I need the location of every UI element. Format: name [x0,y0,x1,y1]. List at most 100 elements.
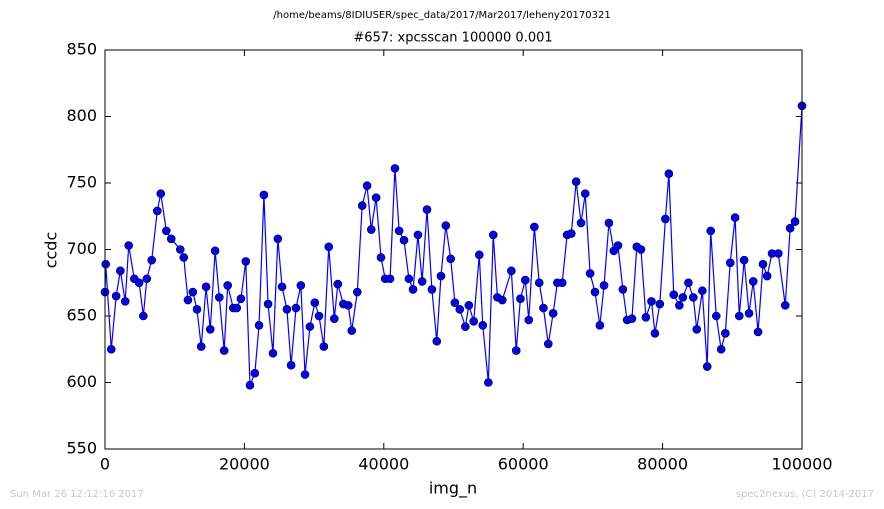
data-point [613,241,623,250]
data-point [450,298,460,308]
footer-left: Sun Mar 26 12:12:16 2017 [10,489,144,500]
data-point [520,275,530,285]
data-point [647,297,656,306]
data-point [139,311,148,321]
x-tick-label: 40000 [358,455,409,474]
data-point [296,281,306,290]
data-point [716,344,726,354]
data-point [684,278,693,288]
data-point [371,193,381,202]
data-point [310,298,320,308]
x-axis-label: img_n [429,479,477,499]
data-point [692,324,702,334]
data-point [661,214,670,224]
data-point [497,295,507,305]
data-point [436,271,446,281]
data-point [571,177,581,186]
data-point [188,287,198,297]
data-point [641,313,651,322]
data-point [147,255,156,265]
data-point [488,230,498,240]
data-point [232,303,242,313]
data-point [394,226,404,236]
data-point [432,336,442,346]
data-point [205,324,215,334]
data-point [678,293,688,302]
x-tick-label: 100000 [771,455,832,474]
data-point [152,206,162,216]
data-point [376,253,386,262]
data-point [156,189,166,198]
data-point [314,311,324,321]
data-point [655,299,665,309]
data-point [300,370,310,379]
data-point [539,303,548,313]
data-point [758,259,768,269]
data-point [404,274,414,284]
data-point [474,250,484,260]
data-point [534,278,544,288]
data-point [774,249,783,258]
data-point [175,245,185,254]
x-tick-label: 0 [100,455,110,474]
data-point [753,327,763,337]
data-point [362,181,372,190]
plot-frame [104,49,803,450]
data-point [702,362,712,371]
data-point [201,282,211,292]
data-point [675,301,684,310]
y-tick-label: 750 [66,173,97,192]
data-point [353,287,362,297]
data-point [618,285,628,294]
data-point [116,266,125,276]
x-tick-label: 20000 [219,455,270,474]
y-tick-label: 550 [66,439,97,458]
y-tick-label: 700 [66,239,97,258]
data-point [590,287,600,297]
data-point [464,301,474,310]
data-point [273,234,283,244]
data-point [455,305,465,314]
data-point [664,169,674,178]
data-point [580,189,590,198]
data-point [413,230,423,240]
data-point [478,321,488,330]
chart-subtitle: #657: xpcsscan 100000 0.001 [353,31,552,46]
footer-right: spec2nexus, (C) 2014-2017 [736,489,874,500]
y-tick-label: 650 [66,306,97,325]
data-point [254,321,264,330]
data-point [785,223,795,233]
data-point [330,314,339,323]
data-point [650,328,660,338]
data-point [698,286,707,296]
chart-title: /home/beams/8IDIUSER/spec_data/2017/Mar2… [273,10,610,21]
data-point [196,342,206,351]
data-point [142,274,152,284]
data-point [263,299,273,309]
data-point [530,222,539,232]
data-point [688,293,698,302]
data-point [780,301,790,310]
data-point [215,293,224,302]
data-point [422,205,432,214]
data-point [461,322,470,331]
data-point [721,328,730,338]
data-point [557,278,567,288]
data-point [183,295,193,305]
data-point [319,342,329,351]
data-point [236,294,246,304]
data-point [259,190,269,200]
data-point [734,311,744,321]
data-point [390,164,400,173]
data-point [790,217,800,226]
data-point [636,245,646,254]
data-point [268,348,278,358]
data-point [192,305,202,314]
data-point [241,257,251,266]
data-point [399,235,409,245]
data-point [711,311,721,321]
data-point [366,225,376,234]
data-point [730,213,740,222]
data-point [291,303,301,313]
